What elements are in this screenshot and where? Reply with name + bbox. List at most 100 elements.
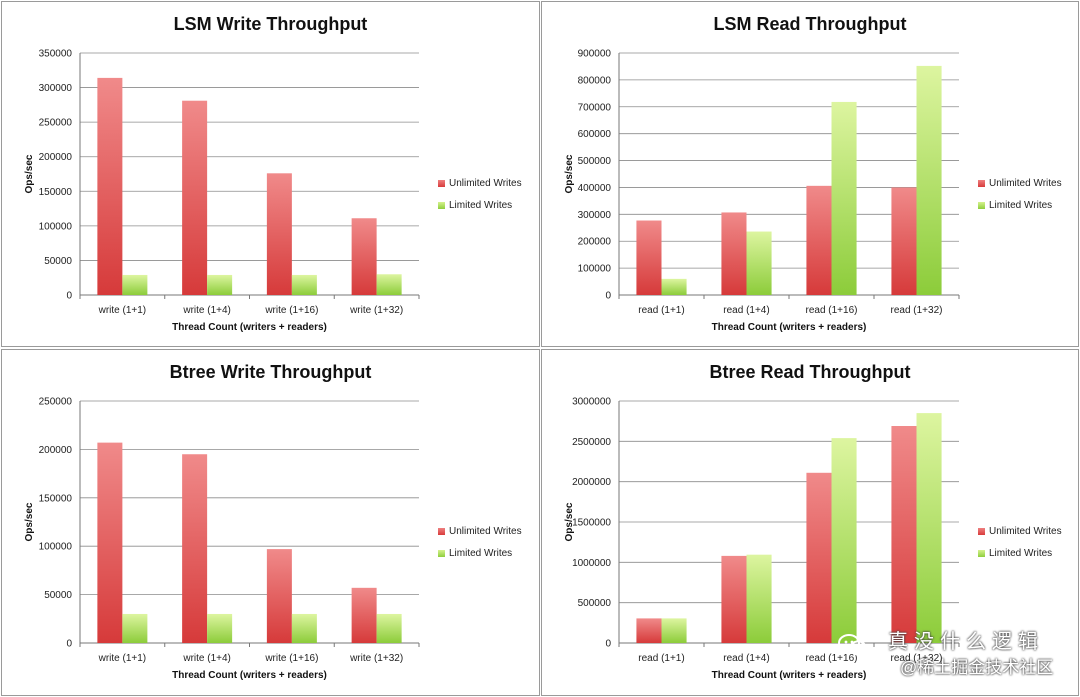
y-tick-label: 800000 — [578, 75, 612, 86]
x-tick-label: read (1+16) — [806, 653, 858, 664]
bar-unlimited-writes — [721, 212, 747, 295]
y-tick-label: 2000000 — [572, 477, 611, 488]
y-tick-label: 0 — [66, 291, 72, 302]
bar-limited-writes — [376, 613, 402, 643]
chart-title: LSM Read Throughput — [713, 14, 907, 34]
x-tick-label: write (1+1) — [98, 653, 147, 664]
legend-item-limited: Limited Writes — [438, 199, 522, 211]
y-tick-label: 1000000 — [572, 558, 611, 569]
x-tick-label: read (1+4) — [723, 653, 769, 664]
bar-unlimited-writes — [806, 185, 832, 295]
btree-write-chart: 0 50000 100000 150000 200000 250000 write (1+1… — [24, 397, 420, 681]
btree-read-chart: 0 500000 1000000 1500000 2000000 2500000 30000… — [564, 397, 960, 681]
x-tick-label: read (1+1) — [638, 305, 684, 316]
legend-label: Unlimited Writes — [449, 177, 522, 189]
legend-item-unlimited: Unlimited Writes — [438, 177, 522, 189]
y-tick-label: 2500000 — [572, 437, 611, 448]
bar-unlimited-writes — [891, 187, 917, 295]
y-tick-label: 200000 — [578, 237, 612, 248]
y-tick-label: 350000 — [39, 49, 73, 60]
legend-item-limited: Limited Writes — [978, 199, 1062, 211]
legend-label: Limited Writes — [989, 199, 1053, 211]
legend-item-unlimited: Unlimited Writes — [978, 177, 1062, 189]
x-axis-label: Thread Count (writers + readers) — [712, 670, 867, 681]
y-tick-label: 700000 — [578, 102, 612, 113]
legend-item-unlimited: Unlimited Writes — [978, 525, 1062, 537]
lsm-write-chart-panel: LSM Write Throughput 0 50000 100000 150000 2… — [1, 1, 540, 347]
y-tick-label: 100000 — [39, 221, 73, 232]
x-tick-label: write (1+4) — [182, 653, 231, 664]
y-tick-label: 900000 — [578, 49, 612, 60]
btree-write-chart-panel: Btree Write Throughput 0 50000 100000 15000… — [1, 349, 540, 696]
bar-unlimited-writes — [891, 426, 917, 643]
bar-unlimited-writes — [721, 555, 747, 643]
y-tick-label: 150000 — [39, 187, 73, 198]
x-tick-label: write (1+16) — [264, 305, 318, 316]
bar-limited-writes — [746, 231, 772, 295]
bar-limited-writes — [376, 274, 402, 295]
x-axis-label: Thread Count (writers + readers) — [172, 670, 327, 681]
legend-label: Unlimited Writes — [989, 525, 1062, 537]
chart-legend: Unlimited Writes Limited Writes — [978, 525, 1062, 569]
y-tick-label: 50000 — [44, 256, 72, 267]
lsm-write-chart: 0 50000 100000 150000 200000 250000 300000 3500… — [24, 49, 420, 333]
watermark-title: 真没什么逻辑 — [888, 631, 1044, 653]
chart-title: Btree Write Throughput — [169, 362, 372, 382]
chart-legend: Unlimited Writes Limited Writes — [978, 177, 1062, 221]
bar-limited-writes — [661, 278, 687, 295]
legend-label: Limited Writes — [989, 547, 1053, 559]
chart-legend: Unlimited Writes Limited Writes — [438, 177, 522, 221]
legend-item-limited: Limited Writes — [978, 547, 1062, 559]
legend-label: Unlimited Writes — [989, 177, 1062, 189]
y-tick-label: 100000 — [578, 264, 612, 275]
y-axis-label: Ops/sec — [24, 502, 35, 541]
y-tick-label: 200000 — [39, 445, 73, 456]
x-tick-label: write (1+1) — [98, 305, 147, 316]
y-tick-label: 300000 — [39, 83, 73, 94]
bar-limited-writes — [122, 613, 148, 643]
y-tick-label: 250000 — [39, 397, 73, 408]
legend-item-limited: Limited Writes — [438, 547, 522, 559]
legend-item-unlimited: Unlimited Writes — [438, 525, 522, 537]
bar-unlimited-writes — [97, 77, 123, 296]
bar-limited-writes — [291, 613, 317, 643]
bar-limited-writes — [831, 438, 857, 643]
wechat-icon — [838, 634, 867, 656]
x-tick-label: write (1+16) — [264, 653, 318, 664]
y-tick-label: 50000 — [44, 590, 72, 601]
x-tick-label: read (1+4) — [723, 305, 769, 316]
btree-read-chart-panel: Btree Read Throughput 0 500000 1000000 1500… — [541, 349, 1079, 696]
y-tick-label: 500000 — [578, 156, 612, 167]
bar-unlimited-writes — [636, 618, 662, 643]
x-tick-label: write (1+32) — [349, 653, 403, 664]
lsm-read-chart-panel: LSM Read Throughput 0 100000 200000 300000 4… — [541, 1, 1079, 347]
y-axis-label: Ops/sec — [564, 154, 575, 193]
bar-unlimited-writes — [182, 100, 208, 295]
chart-title: Btree Read Throughput — [709, 362, 911, 382]
x-axis-label: Thread Count (writers + readers) — [172, 322, 327, 333]
bar-unlimited-writes — [636, 220, 662, 295]
bar-unlimited-writes — [182, 454, 208, 643]
x-tick-label: read (1+1) — [638, 653, 684, 664]
bar-unlimited-writes — [806, 472, 832, 643]
bar-limited-writes — [746, 554, 772, 643]
bar-limited-writes — [916, 65, 942, 295]
bar-limited-writes — [916, 413, 942, 643]
legend-swatch-limited — [438, 549, 445, 557]
y-tick-label: 0 — [605, 291, 611, 302]
bar-limited-writes — [207, 613, 233, 643]
y-tick-label: 3000000 — [572, 397, 611, 408]
legend-label: Limited Writes — [449, 199, 513, 211]
legend-swatch-unlimited — [978, 179, 985, 187]
x-tick-label: read (1+16) — [806, 305, 858, 316]
bar-limited-writes — [207, 274, 233, 295]
x-tick-label: read (1+32) — [891, 653, 943, 664]
bar-unlimited-writes — [97, 442, 123, 643]
y-tick-label: 0 — [66, 639, 72, 650]
y-tick-label: 0 — [605, 639, 611, 650]
y-tick-label: 100000 — [39, 542, 73, 553]
y-tick-label: 150000 — [39, 493, 73, 504]
bar-limited-writes — [831, 101, 857, 295]
y-tick-label: 1500000 — [572, 518, 611, 529]
